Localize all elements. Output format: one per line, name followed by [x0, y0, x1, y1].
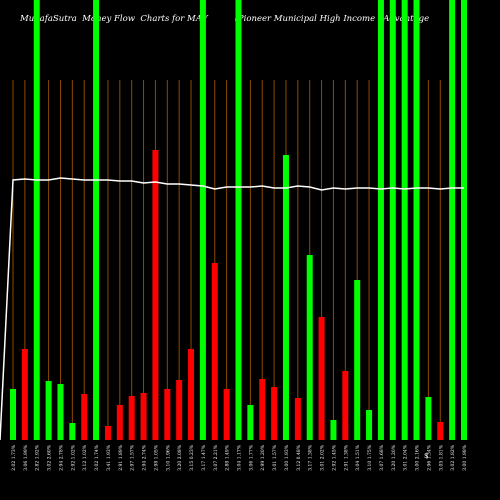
bar — [45, 381, 52, 440]
bar — [413, 0, 420, 440]
x-tick-label: 3.00 1.93% — [284, 444, 290, 470]
bar — [342, 371, 349, 440]
bar — [247, 405, 254, 440]
bar — [401, 0, 408, 440]
x-tick-label: 2.02 1.73% — [11, 444, 17, 470]
x-tick-label: 3.12 1.02% — [82, 444, 88, 470]
bar — [176, 380, 183, 440]
x-tick-label: 2.88 1.49% — [225, 444, 231, 470]
bar — [306, 255, 313, 440]
bar — [318, 317, 325, 440]
x-tick-label: 2.91 1.89% — [118, 444, 124, 470]
x-tick-label: 2.94 2.74% — [142, 444, 148, 470]
x-tick-label: 3.41 1.93% — [106, 444, 112, 470]
bar — [437, 422, 444, 440]
bar — [69, 423, 76, 440]
x-tick-label: 3.17 1.38% — [308, 444, 314, 470]
x-tick-label: 2.98 1.05% — [153, 444, 159, 470]
x-tick-label: 2.91 1.38% — [343, 444, 349, 470]
x-tick-label: 2.82 1.92% — [35, 444, 41, 470]
bar — [33, 0, 40, 440]
annotation: $ — [424, 452, 428, 460]
x-tick-label: 3.00 1.98% — [462, 444, 468, 470]
x-tick-label: 3.01 2.02% — [320, 444, 326, 470]
bar — [57, 384, 64, 440]
bar — [461, 0, 467, 440]
bar — [235, 0, 242, 440]
bar — [354, 280, 361, 440]
bar — [223, 389, 230, 440]
x-tick-label: 3.10 1.96% — [165, 444, 171, 470]
x-tick-label: 2.97 1.57% — [130, 444, 136, 470]
bar — [389, 0, 396, 440]
bar — [10, 389, 16, 440]
x-tick-label: 2.94 2.78% — [58, 444, 64, 470]
x-tick-label: 3.20 1.20% — [391, 444, 397, 470]
bar — [21, 349, 28, 440]
x-tick-label: 3.15 0.23% — [189, 444, 195, 470]
x-tick-label: 3.02 1.74% — [94, 444, 100, 470]
bar — [104, 426, 111, 440]
bar — [93, 0, 100, 440]
chart-title: MunafaSutra Money Flow Charts for MAV (P… — [19, 13, 429, 24]
x-tick-label: 3.20 2.08% — [177, 444, 183, 470]
x-tick-label: 3.04 1.51% — [355, 444, 361, 470]
x-tick-label: 3.05 1.81% — [438, 444, 444, 470]
x-tick-label: 3.06 1.99% — [23, 444, 29, 470]
x-tick-label: 3.06 1.77% — [248, 444, 254, 470]
x-tick-label: 2.92 1.45% — [331, 444, 337, 470]
x-tick-label: 3.07 1.68% — [379, 444, 385, 470]
x-tick-label: 3.02 1.82% — [450, 444, 456, 470]
x-tick-label: 3.12 0.48% — [296, 444, 302, 470]
bar — [271, 387, 278, 440]
bar — [211, 263, 218, 440]
x-tick-label: 3.00 2.16% — [415, 444, 421, 470]
bar — [366, 410, 373, 440]
x-tick-label: 3.01 1.57% — [272, 444, 278, 470]
money-flow-line — [0, 177, 464, 441]
x-tick-label: 3.07 2.21% — [213, 444, 219, 470]
x-tick-label: 3.17 1.47% — [201, 444, 207, 470]
bar — [425, 397, 432, 440]
bar — [188, 349, 195, 440]
bar — [294, 398, 301, 440]
x-tick-label: 3.10 1.75% — [367, 444, 373, 470]
x-tick-label: 2.99 1.20% — [260, 444, 266, 470]
x-tick-label: 3.01 2.04% — [403, 444, 409, 470]
x-tick-label: 3.04 1.17% — [237, 444, 243, 470]
bar — [164, 389, 171, 440]
bar — [377, 0, 384, 440]
bar — [282, 155, 289, 440]
bar — [449, 0, 456, 440]
bar — [140, 393, 147, 440]
bar — [259, 379, 266, 440]
x-tick-label: 2.96 1.34% — [426, 444, 432, 470]
bar — [199, 0, 206, 440]
bar — [330, 420, 337, 440]
x-tick-label: 3.02 2.60% — [47, 444, 53, 470]
bar — [116, 405, 123, 440]
bar — [152, 150, 159, 440]
bar — [81, 394, 88, 440]
bar — [128, 396, 135, 440]
x-tick-label: 2.92 1.02% — [70, 444, 76, 470]
